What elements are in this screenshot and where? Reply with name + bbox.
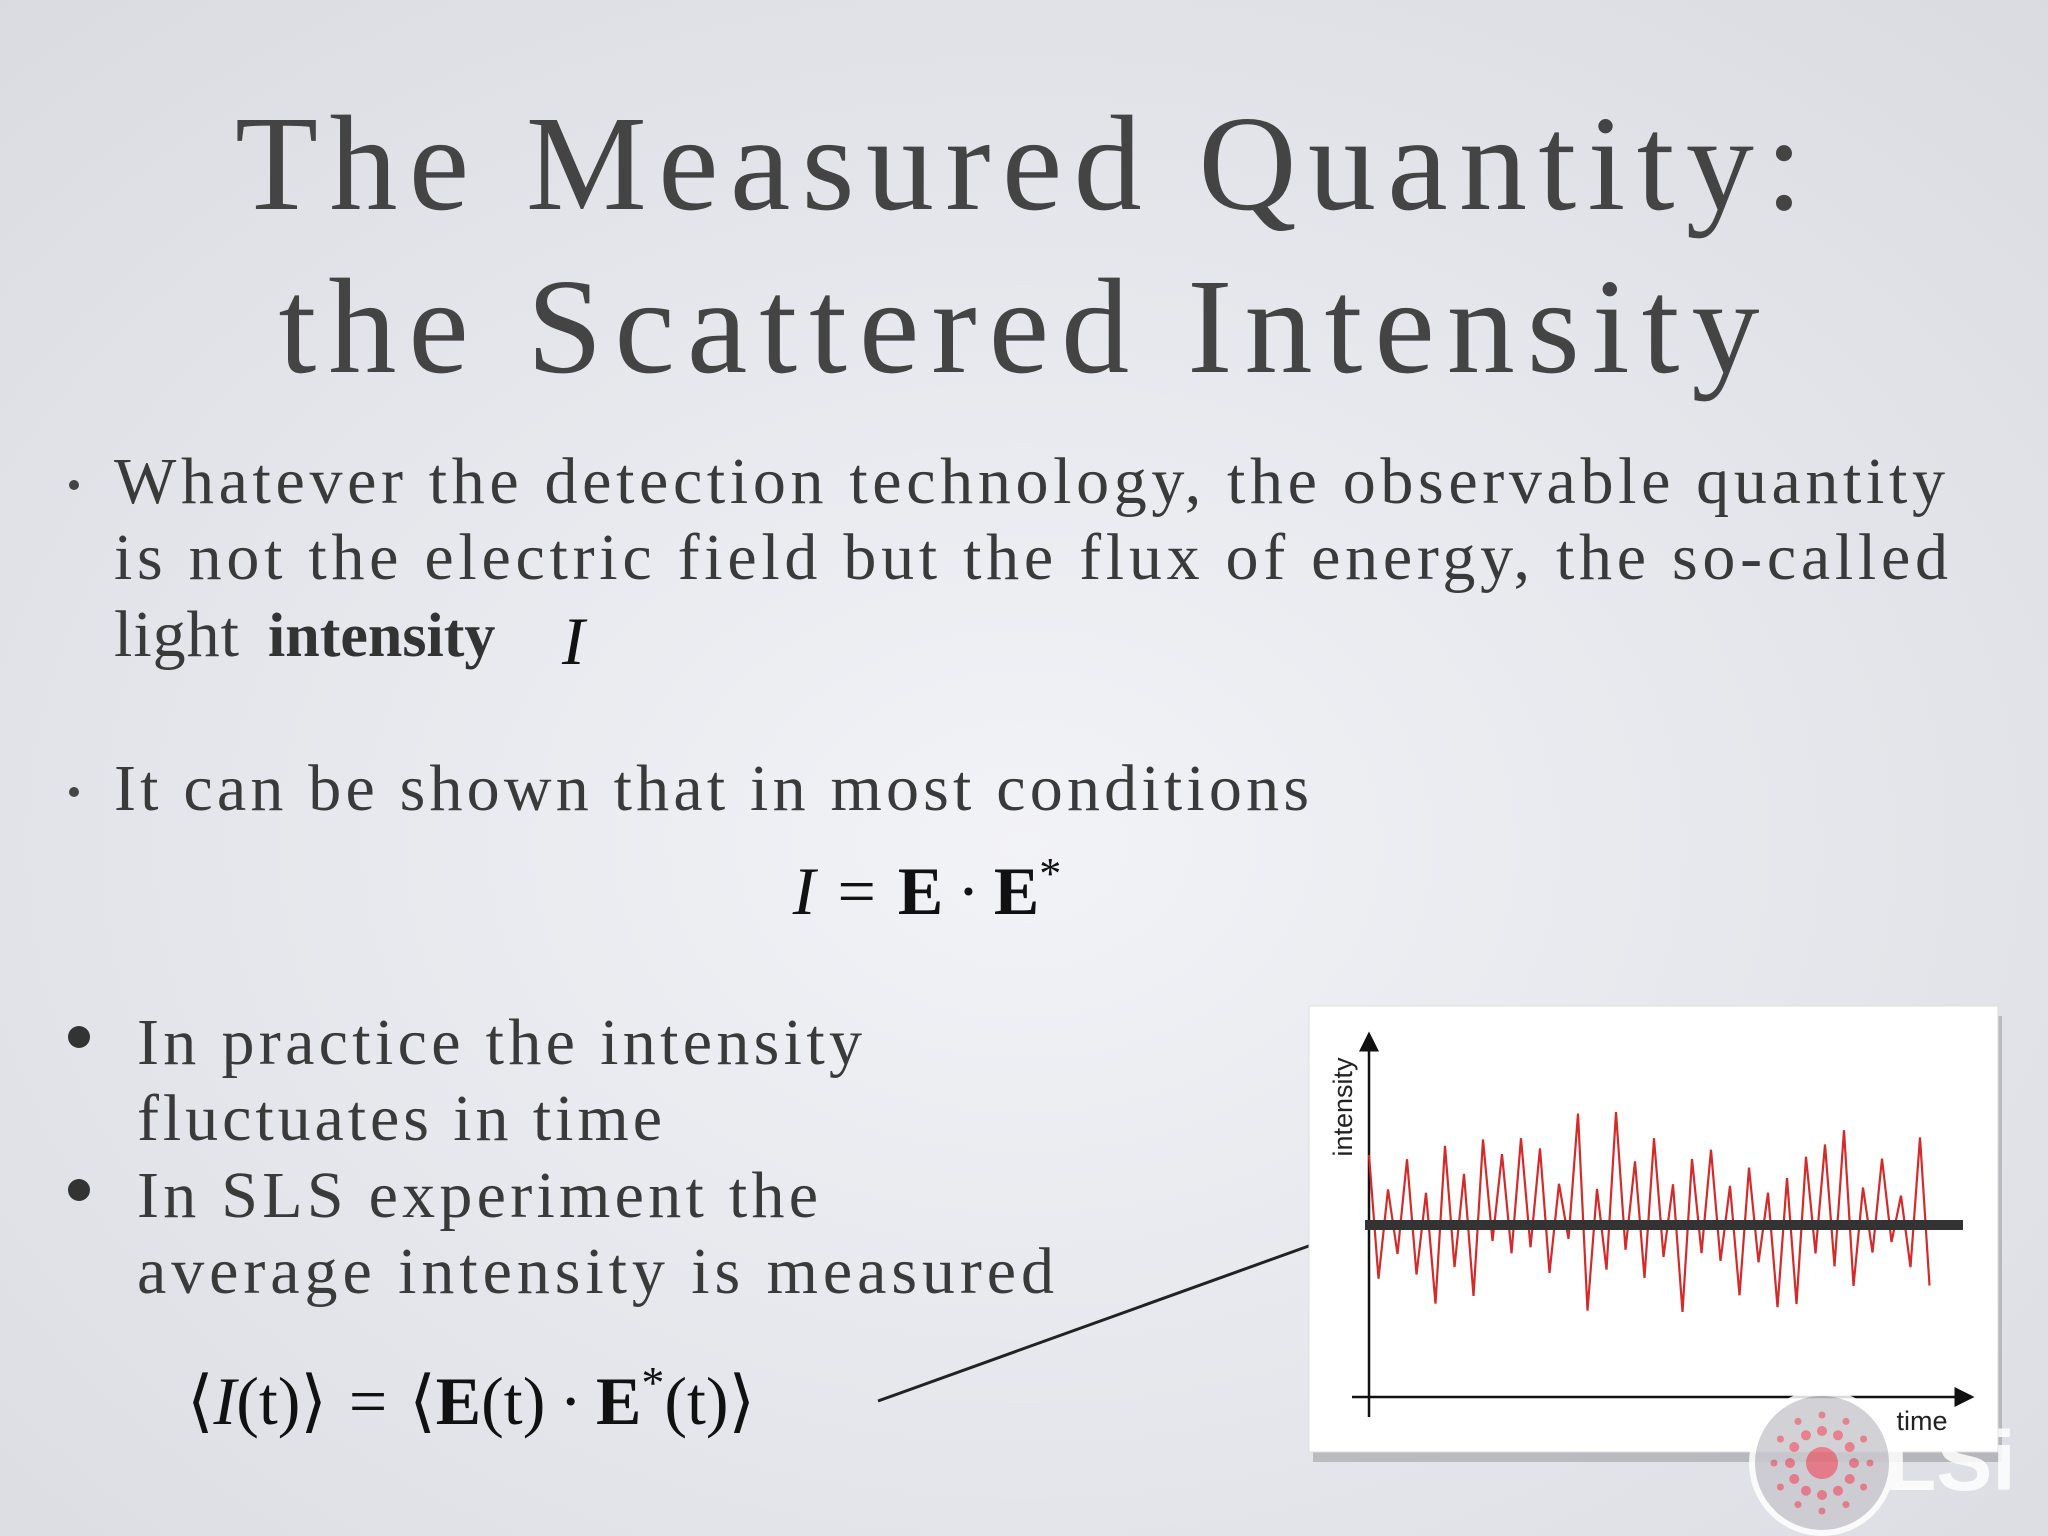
- logo-dot: [1860, 1435, 1868, 1443]
- bullet-text: light: [114, 598, 240, 671]
- bullet-text: fluctuates in time: [137, 1082, 663, 1155]
- eq-token: (t)⟩: [236, 1363, 327, 1439]
- y-axis-label: intensity: [1328, 1057, 1358, 1157]
- logo-dot: [1770, 1459, 1778, 1467]
- bullet: [69, 787, 79, 797]
- logo-core: [1806, 1447, 1838, 1479]
- logo: LSi: [1749, 1390, 2016, 1536]
- logo-dot: [1776, 1483, 1784, 1491]
- equation: ⟨I(t)⟩ = ⟨E(t) · E*(t)⟩: [187, 1357, 755, 1439]
- signal-trace: [1367, 1112, 1931, 1312]
- logo-dot: [1842, 1417, 1850, 1425]
- figure: intensity time: [1308, 1005, 2002, 1462]
- bullet-text: It can be shown that in most conditions: [114, 752, 1310, 825]
- logo-dot: [1789, 1474, 1800, 1484]
- logo-dot: [1801, 1485, 1811, 1496]
- logo-dot: [1785, 1458, 1795, 1468]
- logo-dot: [1776, 1435, 1784, 1443]
- bullet: [69, 480, 79, 490]
- logo-dot: [1794, 1417, 1802, 1425]
- eq-token: ⟨: [187, 1363, 214, 1439]
- bullet-text: is not the electric field but the flux o…: [114, 521, 1949, 594]
- logo-dot: [1801, 1430, 1811, 1441]
- logo-dot: [1860, 1483, 1868, 1491]
- eq-token: ·: [559, 1363, 582, 1439]
- logo-dot: [1844, 1474, 1855, 1484]
- eq-token: ⟨: [409, 1363, 436, 1439]
- math-symbol: I: [561, 603, 588, 679]
- bullet-text: average intensity is measured: [137, 1235, 1055, 1308]
- bullet-text: In practice the intensity: [137, 1006, 863, 1079]
- eq-token: E: [994, 853, 1039, 929]
- bullet: [68, 1179, 90, 1201]
- eq-token: *: [1039, 849, 1061, 898]
- eq-token: E: [436, 1363, 481, 1439]
- bullet: [68, 1026, 90, 1048]
- eq-token: (t)⟩: [664, 1363, 755, 1439]
- logo-dot: [1818, 1507, 1826, 1515]
- equation: I = E · E*: [792, 849, 1061, 929]
- logo-dot: [1849, 1458, 1859, 1468]
- eq-token: I: [792, 853, 819, 929]
- logo-dot: [1789, 1442, 1800, 1452]
- eq-token: (t): [481, 1363, 545, 1439]
- logo-dot: [1817, 1490, 1827, 1500]
- eq-token: =: [837, 853, 875, 929]
- logo-dot: [1833, 1430, 1843, 1441]
- logo-dot: [1794, 1501, 1802, 1509]
- title-line: the Scattered Intensity: [279, 252, 1760, 402]
- logo-dot: [1818, 1411, 1826, 1419]
- eq-token: E: [898, 853, 943, 929]
- eq-token: *: [641, 1357, 664, 1408]
- eq-token: =: [349, 1363, 387, 1439]
- bullet-text: In SLS experiment the: [137, 1159, 819, 1232]
- bullet-text: Whatever the detection technology, the o…: [114, 445, 1946, 518]
- title-line: The Measured Quantity:: [235, 89, 1803, 239]
- eq-token: I: [213, 1363, 240, 1439]
- logo-dot: [1842, 1501, 1850, 1509]
- x-axis-label: time: [1896, 1406, 1947, 1436]
- pointer-arrow: [877, 1226, 1359, 1403]
- logo-dot: [1833, 1485, 1843, 1496]
- logo-dot: [1817, 1426, 1827, 1436]
- logo-dot: [1866, 1459, 1874, 1467]
- logo-dot: [1844, 1442, 1855, 1452]
- logo-text: LSi: [1885, 1414, 2016, 1508]
- eq-token: E: [596, 1363, 641, 1439]
- eq-token: ·: [957, 853, 980, 929]
- bold-term: intensity: [268, 602, 495, 670]
